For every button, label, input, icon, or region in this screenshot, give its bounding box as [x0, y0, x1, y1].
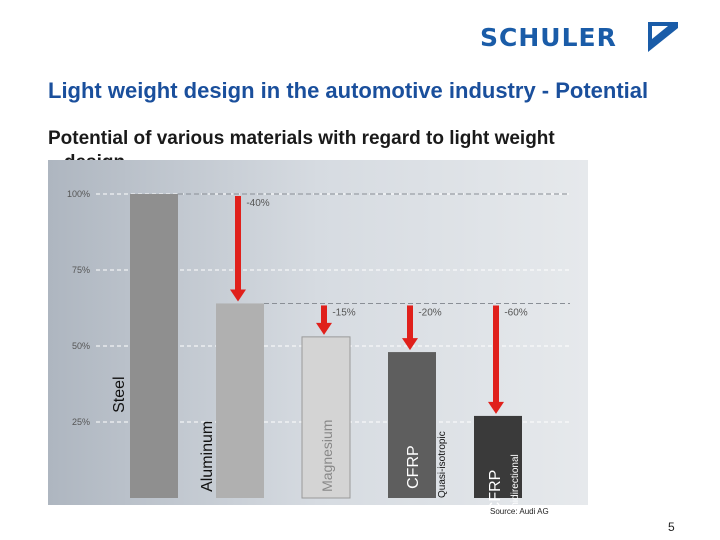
subtitle-line-1: Potential of various materials with rega…: [48, 128, 555, 149]
reduction-arrow-head-icon: [402, 338, 418, 351]
bar-label-cfrp-uni: CFRP: [487, 470, 504, 505]
y-tick-label: 25%: [72, 417, 90, 427]
reduction-arrow-head-icon: [316, 322, 332, 335]
reduction-arrow-head-icon: [488, 401, 504, 414]
bar-magnesium: [301, 336, 351, 499]
y-tick-label: 75%: [72, 265, 90, 275]
bar-cfrp-quasi-isotropic: [388, 352, 436, 498]
logo-mark-icon: [648, 22, 678, 52]
reduction-label: -20%: [418, 307, 441, 318]
y-tick-label: 50%: [72, 341, 90, 351]
material-weight-chart: 25% 50% 75% 100% -40% -15% -20% -60% Steel Alum…: [48, 160, 588, 505]
source-note: Source: Audi AG: [490, 507, 549, 516]
reduction-label: -60%: [504, 307, 527, 318]
logo-text: SCHULER: [480, 23, 617, 52]
bar-sublabel-cfrp-uni: unidirectional: [510, 454, 521, 505]
bar-cfrp-unidirectional: [474, 415, 522, 498]
y-tick-label: 100%: [67, 189, 90, 199]
bar-label-cfrp-quasi: CFRP: [405, 445, 422, 489]
page-number: 5: [668, 520, 675, 534]
bar-label-steel: Steel: [111, 376, 128, 412]
bar-aluminum: [216, 303, 264, 498]
bar-sublabel-cfrp-quasi: Quasi-isotropic: [437, 431, 448, 498]
bar-label-magnesium: Magnesium: [319, 420, 335, 492]
reduction-label: -15%: [332, 307, 355, 318]
bar-label-aluminum: Aluminum: [199, 421, 216, 492]
reduction-label: -40%: [246, 198, 269, 209]
schuler-logo: SCHULER: [480, 22, 680, 54]
reduction-arrow-head-icon: [230, 289, 246, 302]
page-title: Light weight design in the automotive in…: [48, 78, 649, 103]
bar-steel: [130, 194, 178, 498]
